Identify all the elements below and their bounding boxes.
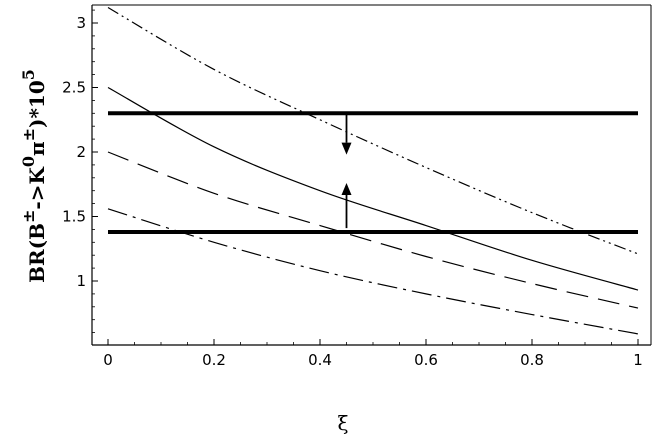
series-line-dash-dot <box>107 208 639 335</box>
y-tick-label: 1 <box>76 272 86 290</box>
arrow-head <box>341 142 352 155</box>
y-label-mid3: )*10 <box>25 80 49 128</box>
series-line-long-dash <box>107 151 639 309</box>
series-layer <box>107 7 639 335</box>
y-axis-ticks: 1 1.5 2 2.5 3 <box>62 9 98 334</box>
y-label-sup2: 0 <box>19 156 38 167</box>
x-tick-label: 0.4 <box>308 351 332 369</box>
x-tick-label: 0.2 <box>202 351 226 369</box>
x-tick-label: 1 <box>633 351 643 369</box>
y-label-sup4: 5 <box>19 69 38 80</box>
y-label-sup3: ± <box>19 128 38 141</box>
y-axis-label: BR(B±->K0π±)*105 <box>19 69 49 283</box>
arrow-head <box>341 182 352 195</box>
y-tick-label: 1.5 <box>62 208 86 226</box>
y-tick-label: 3 <box>76 14 86 32</box>
x-axis-ticks: 0 0.2 0.4 0.6 0.8 1 <box>103 339 643 369</box>
y-label-mid1: ->K <box>25 167 49 210</box>
arrows <box>341 113 352 229</box>
series-line-solid <box>107 86 639 291</box>
y-tick-label: 2 <box>76 143 86 161</box>
y-tick-label: 2.5 <box>62 79 86 97</box>
x-tick-label: 0.8 <box>520 351 544 369</box>
x-tick-label: 0 <box>103 351 113 369</box>
y-label-base: BR(B <box>25 223 49 283</box>
plot-frame <box>91 4 652 346</box>
x-tick-label: 0.6 <box>414 351 438 369</box>
series-line-dash-dot-dot <box>107 7 639 255</box>
horizontal-bands <box>108 111 638 234</box>
x-axis-label: ξ <box>337 411 348 435</box>
y-label-mid2: π <box>25 141 49 156</box>
y-label-sup1: ± <box>19 210 38 223</box>
